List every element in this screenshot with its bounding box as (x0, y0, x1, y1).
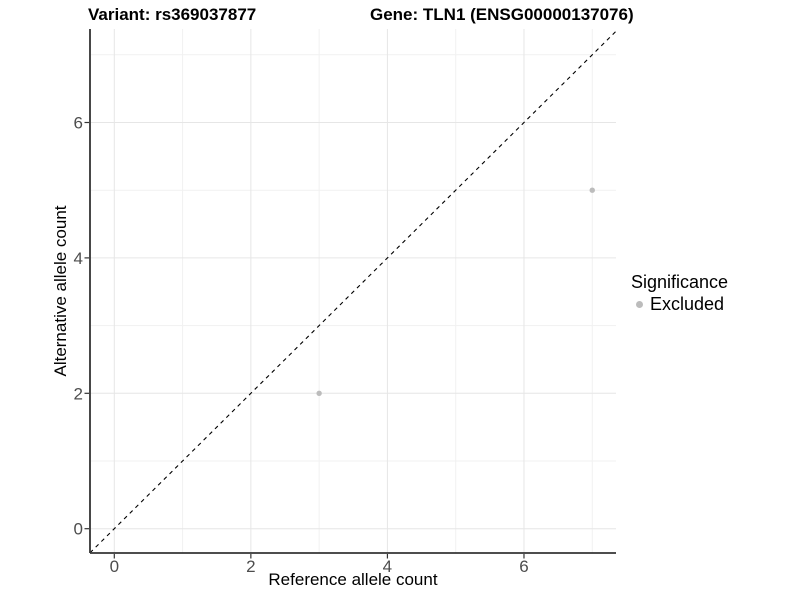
legend-item-label: Excluded (650, 293, 725, 314)
legend-title: Significance (631, 272, 729, 292)
y-tick-label: 0 (74, 520, 83, 539)
y-tick-label: 6 (74, 114, 83, 133)
x-tick-label: 2 (246, 557, 255, 576)
identity-dashed-line (89, 30, 617, 554)
legend-item-excluded: Excluded (631, 294, 728, 314)
x-tick-label: 6 (519, 557, 528, 576)
data-point (316, 390, 322, 396)
excluded-point-icon (636, 300, 643, 308)
data-point (589, 187, 595, 193)
x-tick-label: 4 (383, 557, 392, 576)
plot-title-variant: Variant: rs369037877 (88, 5, 257, 24)
legend: Significance Excluded (631, 271, 728, 314)
x-axis-title: Reference allele count (268, 570, 438, 589)
y-tick-label: 4 (74, 249, 83, 268)
x-tick-label: 0 (110, 557, 119, 576)
plot-title-gene: Gene: TLN1 (ENSG00000137076) (370, 5, 634, 24)
y-tick-label: 2 (74, 384, 83, 403)
